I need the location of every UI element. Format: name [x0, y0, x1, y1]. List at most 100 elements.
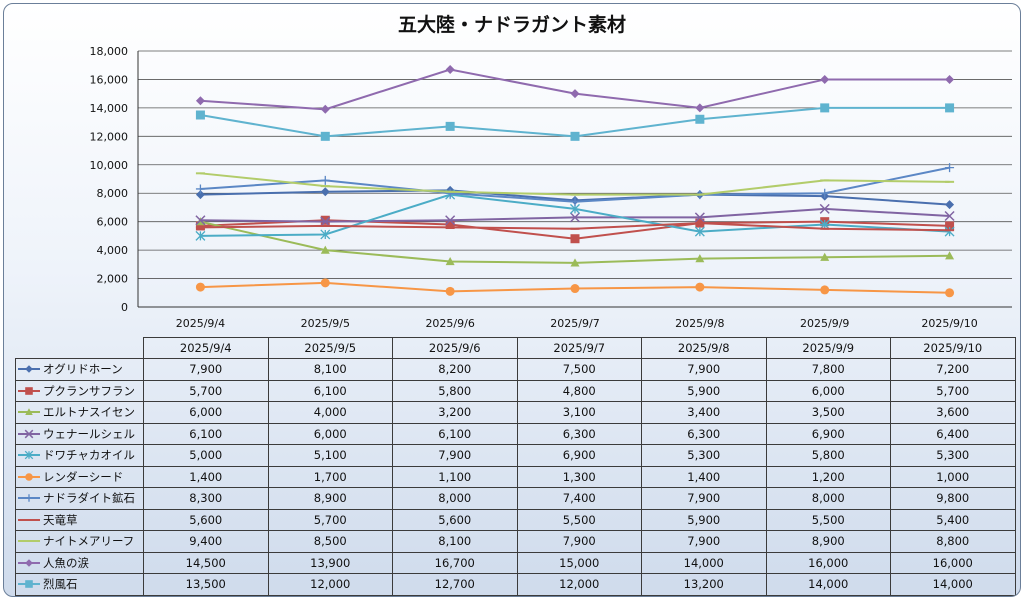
data-point: [195, 184, 205, 194]
table-cell: 13,500: [143, 573, 269, 596]
chart-title: 五大陸・ナドラガント素材: [397, 14, 626, 36]
data-point: [445, 215, 456, 226]
table-cell: 8,000: [392, 487, 518, 510]
table-row: プクランサフラン 5,700 6,100 5,800 4,800 5,900 6,000 5,…: [15, 379, 1016, 402]
data-point: [25, 365, 33, 374]
data-point: [945, 200, 955, 210]
series-line: [195, 203, 955, 227]
data-point: [570, 234, 580, 244]
data-point: [820, 103, 830, 113]
table-cell: 3,400: [641, 401, 767, 424]
table-cell: 6,400: [890, 422, 1016, 445]
table-cell: 4,000: [267, 401, 393, 424]
table-cell: 8,800: [890, 530, 1016, 553]
table-cell: 3,100: [516, 401, 642, 424]
x-tick-label: 2025/9/5: [301, 317, 350, 330]
chart-frame: 五大陸・ナドラガント素材 0 2,000 4,000 6,000 8,000 10,000…: [3, 3, 1021, 597]
data-point: [25, 408, 33, 416]
table-cell: 13,900: [267, 551, 393, 574]
data-point: [25, 472, 33, 481]
table-row: オグリドホーン 7,900 8,100 8,200 7,500 7,900 7,800 7,2…: [15, 358, 1016, 381]
data-point: [695, 114, 705, 124]
table-cell: 1,700: [267, 465, 393, 488]
table-cell: 3,600: [890, 401, 1016, 424]
data-point: [445, 220, 455, 230]
y-tick-label: 16,000: [90, 73, 129, 86]
data-point: [445, 286, 455, 296]
table-column-header: 2025/9/6: [392, 337, 518, 359]
x-tick-label: 2025/9/4: [176, 317, 225, 330]
series-line: [195, 64, 955, 114]
y-tick-label: 10,000: [90, 159, 129, 172]
table-cell: 1,100: [392, 465, 518, 488]
table-row: ナイトメアリーフ 9,400 8,500 8,100 7,900 7,900 8,900 8,…: [15, 530, 1016, 553]
data-point: [25, 580, 33, 589]
data-point: [945, 288, 955, 298]
data-point: [320, 104, 330, 114]
table-cell: 9,400: [143, 530, 269, 553]
table-cell: 7,200: [890, 358, 1016, 381]
table-cell: 5,700: [143, 379, 269, 402]
data-point: [820, 188, 830, 198]
data-point: [195, 110, 205, 120]
table-cell: 5,300: [890, 444, 1016, 467]
series-name: レンダーシード: [43, 469, 124, 484]
table-cell: 14,000: [890, 573, 1016, 596]
series-legend-cell: エルトナスイセン: [15, 401, 144, 424]
series-name: ナイトメアリーフ: [43, 534, 135, 549]
data-point: [944, 226, 955, 237]
table-cell: 7,800: [765, 358, 891, 381]
table-cell: 1,300: [516, 465, 642, 488]
data-point: [945, 163, 955, 173]
table-column-header: 2025/9/8: [641, 337, 767, 359]
series-name: ドワチャカオイル: [43, 448, 135, 463]
legend-key-icon: [18, 540, 40, 543]
series-legend-cell: ナイトメアリーフ: [15, 530, 144, 553]
legend-key-icon: [18, 386, 40, 395]
data-point: [320, 245, 330, 254]
legend-key-icon: [18, 580, 40, 589]
data-point: [570, 197, 580, 207]
table-column-header: 2025/9/4: [143, 337, 269, 359]
legend-key-icon: [18, 472, 40, 481]
table-cell: 5,800: [392, 379, 518, 402]
table-row: ナドラダイト鉱石 8,300 8,900 8,000 7,400 7,900 8,000 9,…: [15, 487, 1016, 510]
table-cell: 8,200: [392, 358, 518, 381]
table-cell: 5,600: [392, 508, 518, 531]
table-cell: 1,000: [890, 465, 1016, 488]
table-cell: 4,800: [516, 379, 642, 402]
table-cell: 8,100: [267, 358, 393, 381]
legend-key-icon: [18, 450, 40, 460]
y-tick-label: 12,000: [90, 130, 129, 143]
series-legend-cell: レンダーシード: [15, 465, 144, 488]
data-point: [445, 121, 455, 131]
table-cell: 8,100: [392, 530, 518, 553]
table-column-header: 2025/9/7: [516, 337, 642, 359]
data-point: [195, 221, 205, 231]
y-tick-label: 0: [121, 301, 128, 314]
table-cell: 7,900: [392, 444, 518, 467]
series-legend-cell: プクランサフラン: [15, 379, 144, 402]
table-cell: 6,100: [267, 379, 393, 402]
data-point: [694, 226, 705, 237]
series-legend-cell: 烈風石: [15, 573, 144, 596]
series-name: ナドラダイト鉱石: [43, 491, 135, 506]
table-column-header: 2025/9/9: [765, 337, 891, 359]
table-cell: 5,700: [890, 379, 1016, 402]
table-corner: [15, 337, 144, 359]
data-point: [695, 282, 705, 292]
x-tick-label: 2025/9/6: [425, 317, 474, 330]
data-point: [445, 256, 455, 266]
table-cell: 6,000: [765, 379, 891, 402]
data-point: [320, 216, 331, 227]
series-name: 人魚の涙: [43, 555, 89, 570]
data-point: [944, 210, 955, 222]
data-point: [24, 429, 34, 439]
table-cell: 14,000: [765, 573, 891, 596]
data-point: [195, 96, 205, 106]
data-point: [25, 558, 33, 567]
y-tick-label: 6,000: [97, 216, 129, 229]
data-point: [945, 251, 955, 260]
table-cell: 13,200: [641, 573, 767, 596]
series-name: 天竜草: [43, 512, 78, 527]
